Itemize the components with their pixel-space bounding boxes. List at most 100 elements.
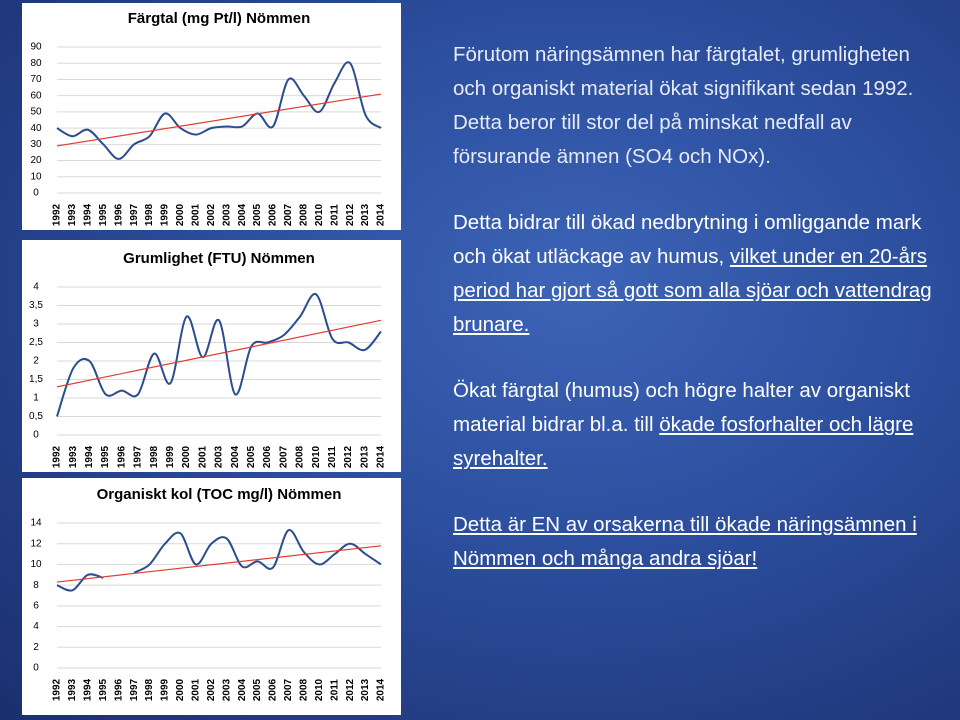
data-line: [56, 61, 382, 160]
x-tick-label: 2004: [230, 445, 241, 468]
x-tick-label: 2000: [175, 678, 186, 701]
y-tick-label: 0,5: [29, 411, 43, 422]
x-tick-label: 2013: [360, 678, 371, 701]
y-tick-label: 2: [33, 642, 39, 653]
x-tick-label: 2010: [314, 203, 325, 226]
x-tick-label: 2007: [283, 678, 294, 701]
x-tick-label: 1994: [82, 678, 93, 701]
data-line: [133, 529, 382, 574]
y-tick-label: 1,5: [29, 374, 43, 385]
trend-line: [56, 319, 382, 388]
x-tick-label: 1997: [133, 445, 144, 468]
x-tick-label: 2005: [246, 445, 257, 468]
x-tick-label: 2003: [214, 445, 225, 468]
paragraph: Förutom näringsämnen har färgtalet, grum…: [453, 38, 943, 174]
y-tick-label: 0: [33, 663, 39, 674]
y-tick-label: 60: [30, 90, 42, 101]
x-tick-label: 1998: [144, 203, 155, 226]
y-tick-label: 90: [30, 42, 42, 53]
trend-line: [56, 545, 382, 583]
x-tick-label: 2012: [345, 203, 356, 226]
y-tick-label: 2,5: [29, 337, 43, 348]
data-line: [56, 573, 104, 592]
x-tick-label: 1993: [67, 203, 78, 226]
x-tick-label: 2014: [376, 678, 387, 701]
chart-title: Organiskt kol (TOC mg/l) Nömmen: [97, 486, 342, 503]
chart-title: Grumlighet (FTU) Nömmen: [123, 250, 315, 267]
x-tick-label: 2013: [360, 203, 371, 226]
data-line: [56, 293, 382, 417]
chart: Grumlighet (FTU) Nömmen 0 0,5 1 1,5 2 2,5 3 3,5 4…: [22, 240, 401, 472]
x-tick-label: 2011: [329, 679, 340, 701]
x-tick-label: 2013: [359, 445, 370, 468]
x-tick-label: 2014: [376, 445, 387, 468]
trend-line: [56, 93, 382, 147]
text-segment: Ökat färgtal (humus) och högre halter av…: [453, 379, 910, 436]
y-tick-label: 10: [30, 171, 42, 182]
x-tick-label: 1998: [144, 678, 155, 701]
x-tick-label: 1999: [160, 678, 171, 701]
x-tick-label: 1999: [165, 445, 176, 468]
y-tick-label: 50: [30, 107, 42, 118]
text-segment: Förutom näringsämnen har färgtalet, grum…: [453, 43, 914, 168]
x-tick-label: 1996: [116, 445, 127, 468]
y-tick-label: 3,5: [29, 300, 43, 311]
text-segment: Detta är EN av orsakerna till ökade näri…: [453, 513, 917, 570]
x-tick-label: 2008: [295, 445, 306, 468]
y-tick-label: 0: [33, 188, 39, 199]
x-tick-label: 1995: [100, 445, 111, 468]
y-tick-label: 70: [30, 74, 42, 85]
text-block: Förutom näringsämnen har färgtalet, grum…: [453, 38, 943, 608]
x-tick-label: 2012: [343, 445, 354, 468]
x-tick-label: 1996: [113, 203, 124, 226]
chart: Organiskt kol (TOC mg/l) Nömmen 0 2 4 6 8 10 12…: [22, 478, 401, 715]
y-tick-label: 4: [33, 621, 39, 632]
x-tick-label: 2014: [376, 203, 387, 226]
y-tick-label: 0: [33, 430, 39, 441]
x-tick-label: 1992: [52, 445, 63, 468]
y-tick-label: 2: [33, 356, 39, 367]
text-segment: vilket under en 20-års period har gjort …: [453, 245, 932, 336]
text-segment: Detta bidrar till ökad nedbrytning i oml…: [453, 211, 922, 268]
x-tick-label: 2004: [237, 203, 248, 226]
x-tick-label: 2012: [345, 678, 356, 701]
x-tick-label: 1999: [160, 203, 171, 226]
x-tick-label: 1993: [67, 678, 78, 701]
x-tick-label: 1997: [129, 678, 140, 701]
y-tick-label: 40: [30, 123, 42, 134]
x-tick-label: 2006: [262, 445, 273, 468]
x-tick-label: 1998: [149, 445, 160, 468]
x-tick-label: 2001: [190, 678, 201, 701]
x-tick-label: 2000: [181, 445, 192, 468]
x-tick-label: 1993: [68, 445, 79, 468]
y-tick-label: 30: [30, 139, 42, 150]
x-tick-label: 2010: [314, 678, 325, 701]
y-tick-label: 20: [30, 155, 42, 166]
y-tick-label: 6: [33, 600, 39, 611]
x-tick-label: 2006: [268, 678, 279, 701]
x-tick-label: 2003: [221, 678, 232, 701]
paragraph: Detta är EN av orsakerna till ökade näri…: [453, 508, 943, 576]
y-tick-label: 3: [33, 319, 39, 330]
x-tick-label: 2005: [252, 678, 263, 701]
x-tick-label: 2001: [190, 203, 201, 226]
y-tick-label: 4: [33, 282, 39, 293]
text-segment: ökade fosforhalter och lägre syrehalter.: [453, 413, 914, 470]
x-tick-label: 2008: [298, 203, 309, 226]
x-tick-label: 2003: [221, 203, 232, 226]
x-tick-label: 1996: [113, 678, 124, 701]
x-tick-label: 2007: [278, 445, 289, 468]
x-tick-label: 2010: [311, 445, 322, 468]
x-tick-label: 2004: [237, 678, 248, 701]
x-tick-label: 1997: [129, 203, 140, 226]
x-tick-label: 2005: [252, 203, 263, 226]
x-tick-label: 2002: [206, 203, 217, 226]
x-tick-label: 2008: [298, 678, 309, 701]
x-tick-label: 1994: [82, 203, 93, 226]
y-tick-label: 12: [30, 538, 42, 549]
x-tick-label: 2006: [268, 203, 279, 226]
x-tick-label: 1995: [98, 203, 109, 226]
x-tick-label: 2011: [329, 204, 340, 226]
paragraph: Detta bidrar till ökad nedbrytning i oml…: [453, 206, 943, 342]
